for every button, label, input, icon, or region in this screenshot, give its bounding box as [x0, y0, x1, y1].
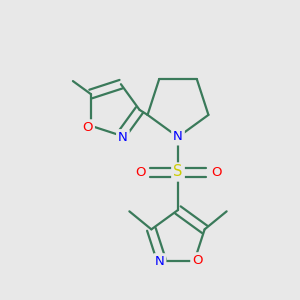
Text: N: N	[118, 131, 128, 144]
Text: O: O	[82, 121, 93, 134]
Text: O: O	[211, 166, 221, 178]
Text: N: N	[155, 255, 164, 268]
Text: S: S	[173, 164, 183, 179]
Text: N: N	[173, 130, 183, 143]
Text: O: O	[192, 254, 203, 267]
Text: O: O	[135, 166, 145, 178]
